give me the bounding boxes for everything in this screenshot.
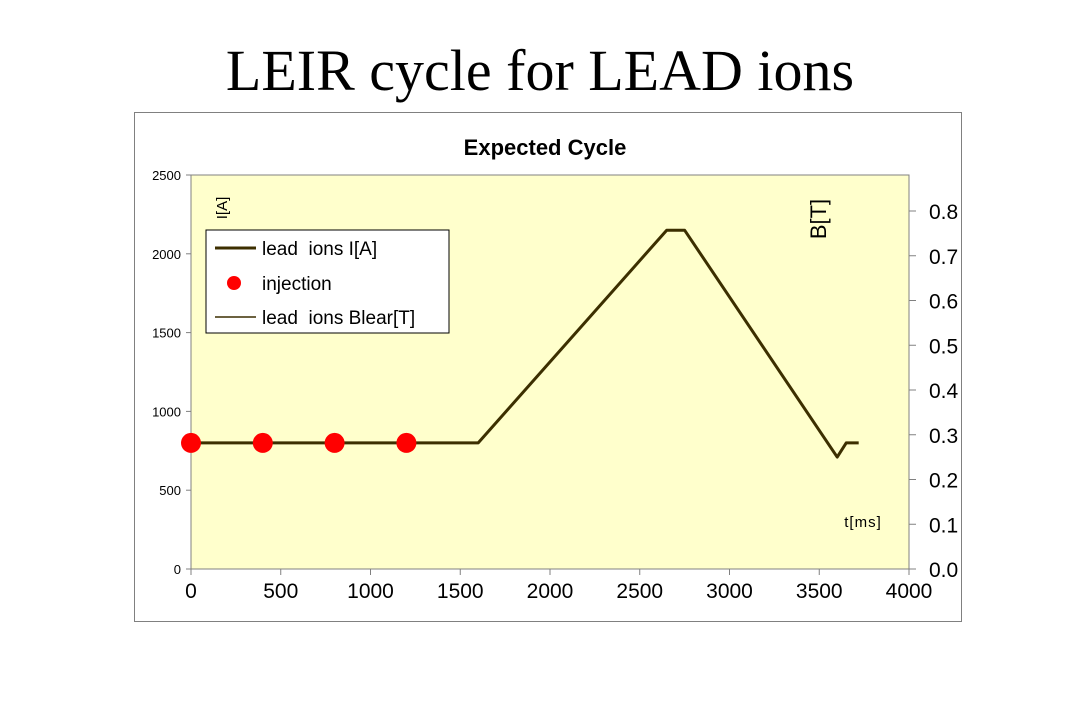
x-axis: 0 500 1000 1500 2000 2500 3000 3500 4000 [185,569,932,603]
slide-title: LEIR cycle for LEAD ions [225,38,855,103]
legend-label-lead-ions-current: lead ions I[A] [262,239,377,260]
y-right-tick-label: 0.3 [929,425,958,448]
chart-frame: Expected Cycle 0 500 1000 1500 2000 2500 3000 3… [134,112,962,622]
x-tick-label: 1000 [347,580,394,603]
injection-point [181,432,201,453]
y-axis-right-label: B[T] [806,199,831,239]
y-left-tick-label: 2000 [152,247,181,262]
x-tick-label: 4000 [886,580,933,603]
expected-cycle-chart: Expected Cycle 0 500 1000 1500 2000 2500 3000 3… [152,135,959,603]
x-tick-label: 500 [263,580,298,603]
x-tick-label: 2000 [527,580,574,603]
injection-point [324,432,345,453]
x-tick-label: 3500 [796,580,843,603]
x-tick-label: 2500 [616,580,663,603]
legend: lead ions I[A] injection lead ions Blear… [205,229,450,334]
series-layer [191,228,859,459]
injection-point [396,432,417,453]
y-right-tick-label: 0.7 [929,246,958,269]
y-right-tick-label: 0.6 [929,291,958,314]
y-axis-left-label: I[A] [214,197,231,220]
y-left-axis: 0 500 1000 1500 2000 2500 [152,168,191,577]
y-left-tick-label: 0 [174,562,181,577]
legend-label-lead-ions-field: lead ions Blear[T] [262,308,415,329]
x-tick-label: 3000 [706,580,753,603]
x-tick-label: 1500 [437,580,484,603]
y-right-tick-label: 0.5 [929,335,958,358]
chart-title: Expected Cycle [464,135,627,160]
injection-point [252,432,273,453]
y-right-tick-label: 0.2 [929,470,958,493]
y-right-tick-label: 0.0 [929,559,958,582]
marker-layer [181,432,417,453]
y-left-tick-label: 1500 [152,326,181,341]
series-line-0 [191,228,859,459]
legend-swatch-injection [227,276,241,290]
x-axis-label: t[ms] [844,514,882,531]
y-right-axis: 0.0 0.1 0.2 0.3 0.4 0.5 0.6 0.7 0.8 [909,201,959,582]
y-left-tick-label: 1000 [152,404,181,419]
legend-label-injection: injection [262,274,332,295]
x-tick-label: 0 [185,580,197,603]
y-right-tick-label: 0.4 [929,380,959,403]
y-right-tick-label: 0.1 [929,514,958,537]
y-right-tick-label: 0.8 [929,201,958,224]
y-left-tick-label: 2500 [152,168,181,183]
y-left-tick-label: 500 [159,483,181,498]
